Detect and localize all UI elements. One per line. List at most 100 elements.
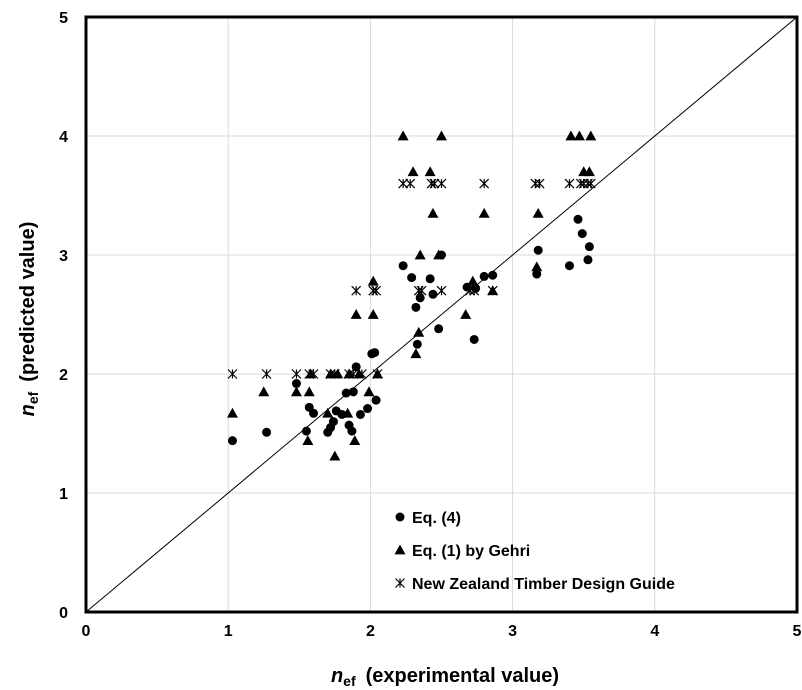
data-point-circle <box>411 302 421 312</box>
x-tick-label: 5 <box>793 623 802 640</box>
data-point-circle <box>351 362 361 372</box>
legend-marker-triangle <box>394 544 406 555</box>
data-point-triangle <box>258 386 270 397</box>
data-point-triangle <box>460 309 472 319</box>
y-axis-title-subscript: ef <box>25 391 41 404</box>
data-point-triangle <box>226 407 238 418</box>
data-point-triangle <box>329 450 341 461</box>
data-point-asterisk <box>429 178 440 189</box>
data-point-triangle <box>436 130 447 141</box>
data-point-circle <box>437 250 446 260</box>
data-point-asterisk <box>371 285 382 296</box>
data-point-triangle <box>363 386 375 397</box>
y-axis-title-text: (predicted value) <box>17 222 39 382</box>
y-axis-title: nef (predicted value) <box>17 222 41 417</box>
x-tick-label: 4 <box>650 623 659 640</box>
x-tick-label: 1 <box>224 623 233 640</box>
data-point-circle <box>398 261 408 271</box>
data-point-asterisk <box>227 369 238 379</box>
data-markers <box>226 130 597 461</box>
legend-label: New Zealand Timber Design Guide <box>412 576 675 593</box>
data-point-circle <box>348 387 358 397</box>
x-axis-title-variable: n <box>331 665 343 687</box>
data-point-circle <box>462 282 472 292</box>
data-point-circle <box>425 274 435 284</box>
data-point-triangle <box>467 275 479 286</box>
x-axis-tick-labels: 0 1 2 3 4 5 <box>82 623 802 640</box>
legend-marker-asterisk <box>395 578 405 588</box>
data-point-triangle <box>427 207 439 218</box>
data-point-circle <box>532 269 542 279</box>
data-point-asterisk <box>398 178 409 189</box>
legend-marker-circle <box>395 512 405 522</box>
data-point-triangle <box>413 326 425 337</box>
data-point-circle <box>479 271 489 281</box>
data-point-circle <box>469 334 479 344</box>
data-point-circle <box>341 388 351 398</box>
data-point-circle <box>328 417 338 427</box>
y-tick-label: 4 <box>59 129 68 146</box>
data-point-triangle <box>583 166 595 177</box>
data-point-circle <box>564 261 574 271</box>
x-tick-label: 2 <box>366 623 375 640</box>
data-point-asterisk <box>351 285 362 296</box>
data-point-triangle <box>585 130 597 141</box>
data-point-circle <box>301 426 311 436</box>
data-point-asterisk <box>291 369 302 379</box>
data-point-triangle <box>350 309 362 319</box>
data-point-triangle <box>305 368 317 379</box>
data-point-circle <box>407 273 417 283</box>
data-point-triangle <box>573 130 585 141</box>
x-axis-title-subscript: ef <box>343 673 356 689</box>
data-point-triangle <box>372 368 384 379</box>
data-point-triangle <box>290 386 302 397</box>
data-point-circle <box>309 408 319 418</box>
data-point-circle <box>533 245 543 255</box>
reference-line-y-equals-x <box>85 16 798 613</box>
data-point-circle <box>347 426 357 436</box>
data-point-asterisk <box>261 369 272 379</box>
data-point-circle <box>471 283 481 293</box>
y-tick-label: 0 <box>59 605 68 622</box>
data-point-triangle <box>349 435 361 446</box>
data-point-triangle <box>407 166 419 177</box>
data-point-circle <box>415 293 425 303</box>
data-point-circle <box>583 255 593 265</box>
data-point-triangle <box>353 368 365 379</box>
data-point-asterisk <box>585 178 596 189</box>
data-point-circle <box>355 409 365 419</box>
legend-label: Eq. (1) by Gehri <box>412 543 530 560</box>
data-point-triangle <box>531 261 543 272</box>
data-point-circle <box>370 348 380 358</box>
data-point-triangle <box>487 285 499 296</box>
data-point-circle <box>363 404 373 414</box>
data-point-asterisk <box>564 178 575 189</box>
y-tick-label: 5 <box>59 10 68 27</box>
data-point-circle <box>227 436 237 446</box>
data-point-triangle <box>565 130 577 141</box>
data-point-circle <box>488 270 498 280</box>
data-point-triangle <box>302 435 314 446</box>
data-point-asterisk <box>530 178 541 189</box>
y-tick-label: 3 <box>59 248 68 265</box>
data-point-triangle <box>325 368 337 379</box>
data-point-asterisk <box>534 178 545 189</box>
plot-area-frame <box>84 15 799 614</box>
x-tick-label: 0 <box>82 623 91 640</box>
data-point-asterisk <box>436 178 447 189</box>
data-point-triangle <box>343 368 355 379</box>
data-point-triangle <box>424 166 436 177</box>
data-point-asterisk <box>436 285 447 296</box>
data-point-triangle <box>303 386 315 397</box>
data-point-circle <box>337 409 347 419</box>
data-point-triangle <box>410 348 422 359</box>
data-point-triangle <box>532 207 544 218</box>
data-point-circle <box>434 324 444 334</box>
data-point-triangle <box>414 249 426 260</box>
data-point-circle <box>428 289 438 299</box>
y-axis-title-variable: n <box>17 404 39 416</box>
data-point-circle <box>262 427 272 437</box>
data-point-asterisk <box>479 178 490 189</box>
